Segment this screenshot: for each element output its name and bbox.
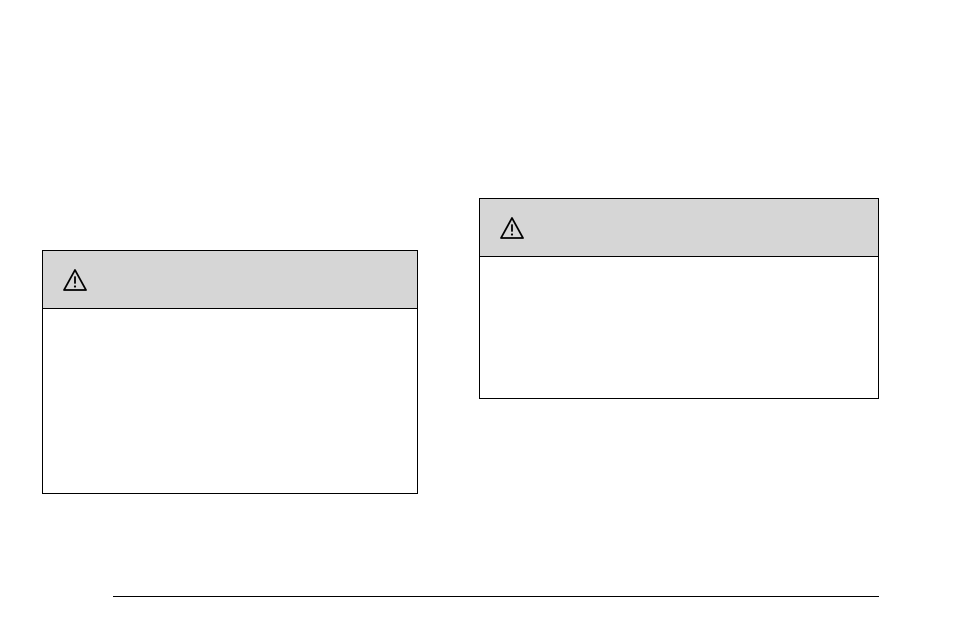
warning-icon xyxy=(500,217,524,239)
warning-icon xyxy=(63,269,87,291)
bottom-divider xyxy=(113,596,879,597)
warning-box-right-header xyxy=(480,199,878,257)
warning-box-left-header xyxy=(43,251,417,309)
warning-box-left xyxy=(42,250,418,494)
warning-box-right xyxy=(479,198,879,399)
